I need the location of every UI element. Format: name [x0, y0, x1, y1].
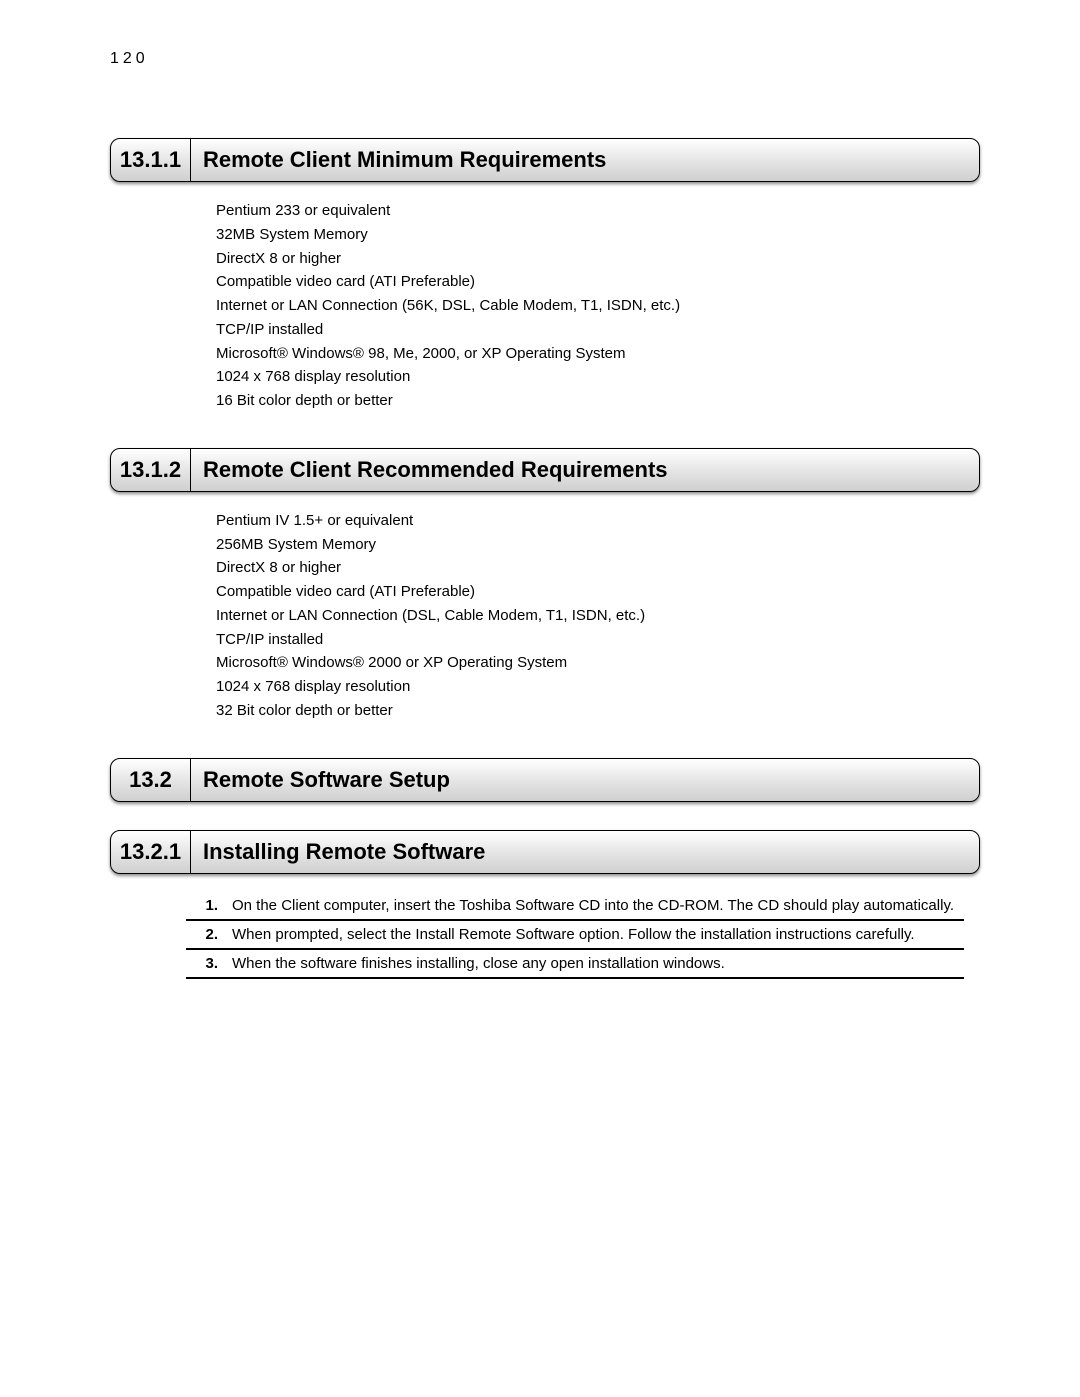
- requirements-list-min: Pentium 233 or equivalent 32MB System Me…: [216, 200, 980, 412]
- section-title: Remote Client Recommended Requirements: [191, 449, 668, 491]
- step-text: When prompted, select the Install Remote…: [232, 920, 964, 949]
- page-number: 120: [110, 50, 980, 68]
- list-item: 1024 x 768 display resolution: [216, 366, 980, 388]
- section-header-13-2-1: 13.2.1 Installing Remote Software: [110, 830, 980, 874]
- step-text: When the software finishes installing, c…: [232, 949, 964, 978]
- section-number: 13.2: [111, 759, 191, 801]
- list-item: Pentium IV 1.5+ or equivalent: [216, 510, 980, 532]
- table-row: 2. When prompted, select the Install Rem…: [186, 920, 964, 949]
- section-header-13-1-1: 13.1.1 Remote Client Minimum Requirement…: [110, 138, 980, 182]
- requirements-list-rec: Pentium IV 1.5+ or equivalent 256MB Syst…: [216, 510, 980, 722]
- section-number: 13.1.1: [111, 139, 191, 181]
- list-item: TCP/IP installed: [216, 629, 980, 651]
- list-item: 32MB System Memory: [216, 224, 980, 246]
- list-item: Microsoft® Windows® 98, Me, 2000, or XP …: [216, 343, 980, 365]
- table-row: 3. When the software finishes installing…: [186, 949, 964, 978]
- list-item: DirectX 8 or higher: [216, 557, 980, 579]
- section-header-13-1-2: 13.1.2 Remote Client Recommended Require…: [110, 448, 980, 492]
- list-item: Compatible video card (ATI Preferable): [216, 271, 980, 293]
- list-item: Pentium 233 or equivalent: [216, 200, 980, 222]
- section-title: Installing Remote Software: [191, 831, 485, 873]
- step-number: 3.: [186, 949, 232, 978]
- install-steps-table: 1. On the Client computer, insert the To…: [186, 892, 964, 979]
- list-item: 1024 x 768 display resolution: [216, 676, 980, 698]
- list-item: Internet or LAN Connection (56K, DSL, Ca…: [216, 295, 980, 317]
- list-item: Compatible video card (ATI Preferable): [216, 581, 980, 603]
- list-item: 256MB System Memory: [216, 534, 980, 556]
- list-item: TCP/IP installed: [216, 319, 980, 341]
- list-item: DirectX 8 or higher: [216, 248, 980, 270]
- section-title: Remote Software Setup: [191, 759, 450, 801]
- section-number: 13.2.1: [111, 831, 191, 873]
- step-number: 2.: [186, 920, 232, 949]
- list-item: 16 Bit color depth or better: [216, 390, 980, 412]
- step-number: 1.: [186, 892, 232, 920]
- list-item: Internet or LAN Connection (DSL, Cable M…: [216, 605, 980, 627]
- section-number: 13.1.2: [111, 449, 191, 491]
- table-row: 1. On the Client computer, insert the To…: [186, 892, 964, 920]
- list-item: Microsoft® Windows® 2000 or XP Operating…: [216, 652, 980, 674]
- section-title: Remote Client Minimum Requirements: [191, 139, 606, 181]
- list-item: 32 Bit color depth or better: [216, 700, 980, 722]
- step-text: On the Client computer, insert the Toshi…: [232, 892, 964, 920]
- section-header-13-2: 13.2 Remote Software Setup: [110, 758, 980, 802]
